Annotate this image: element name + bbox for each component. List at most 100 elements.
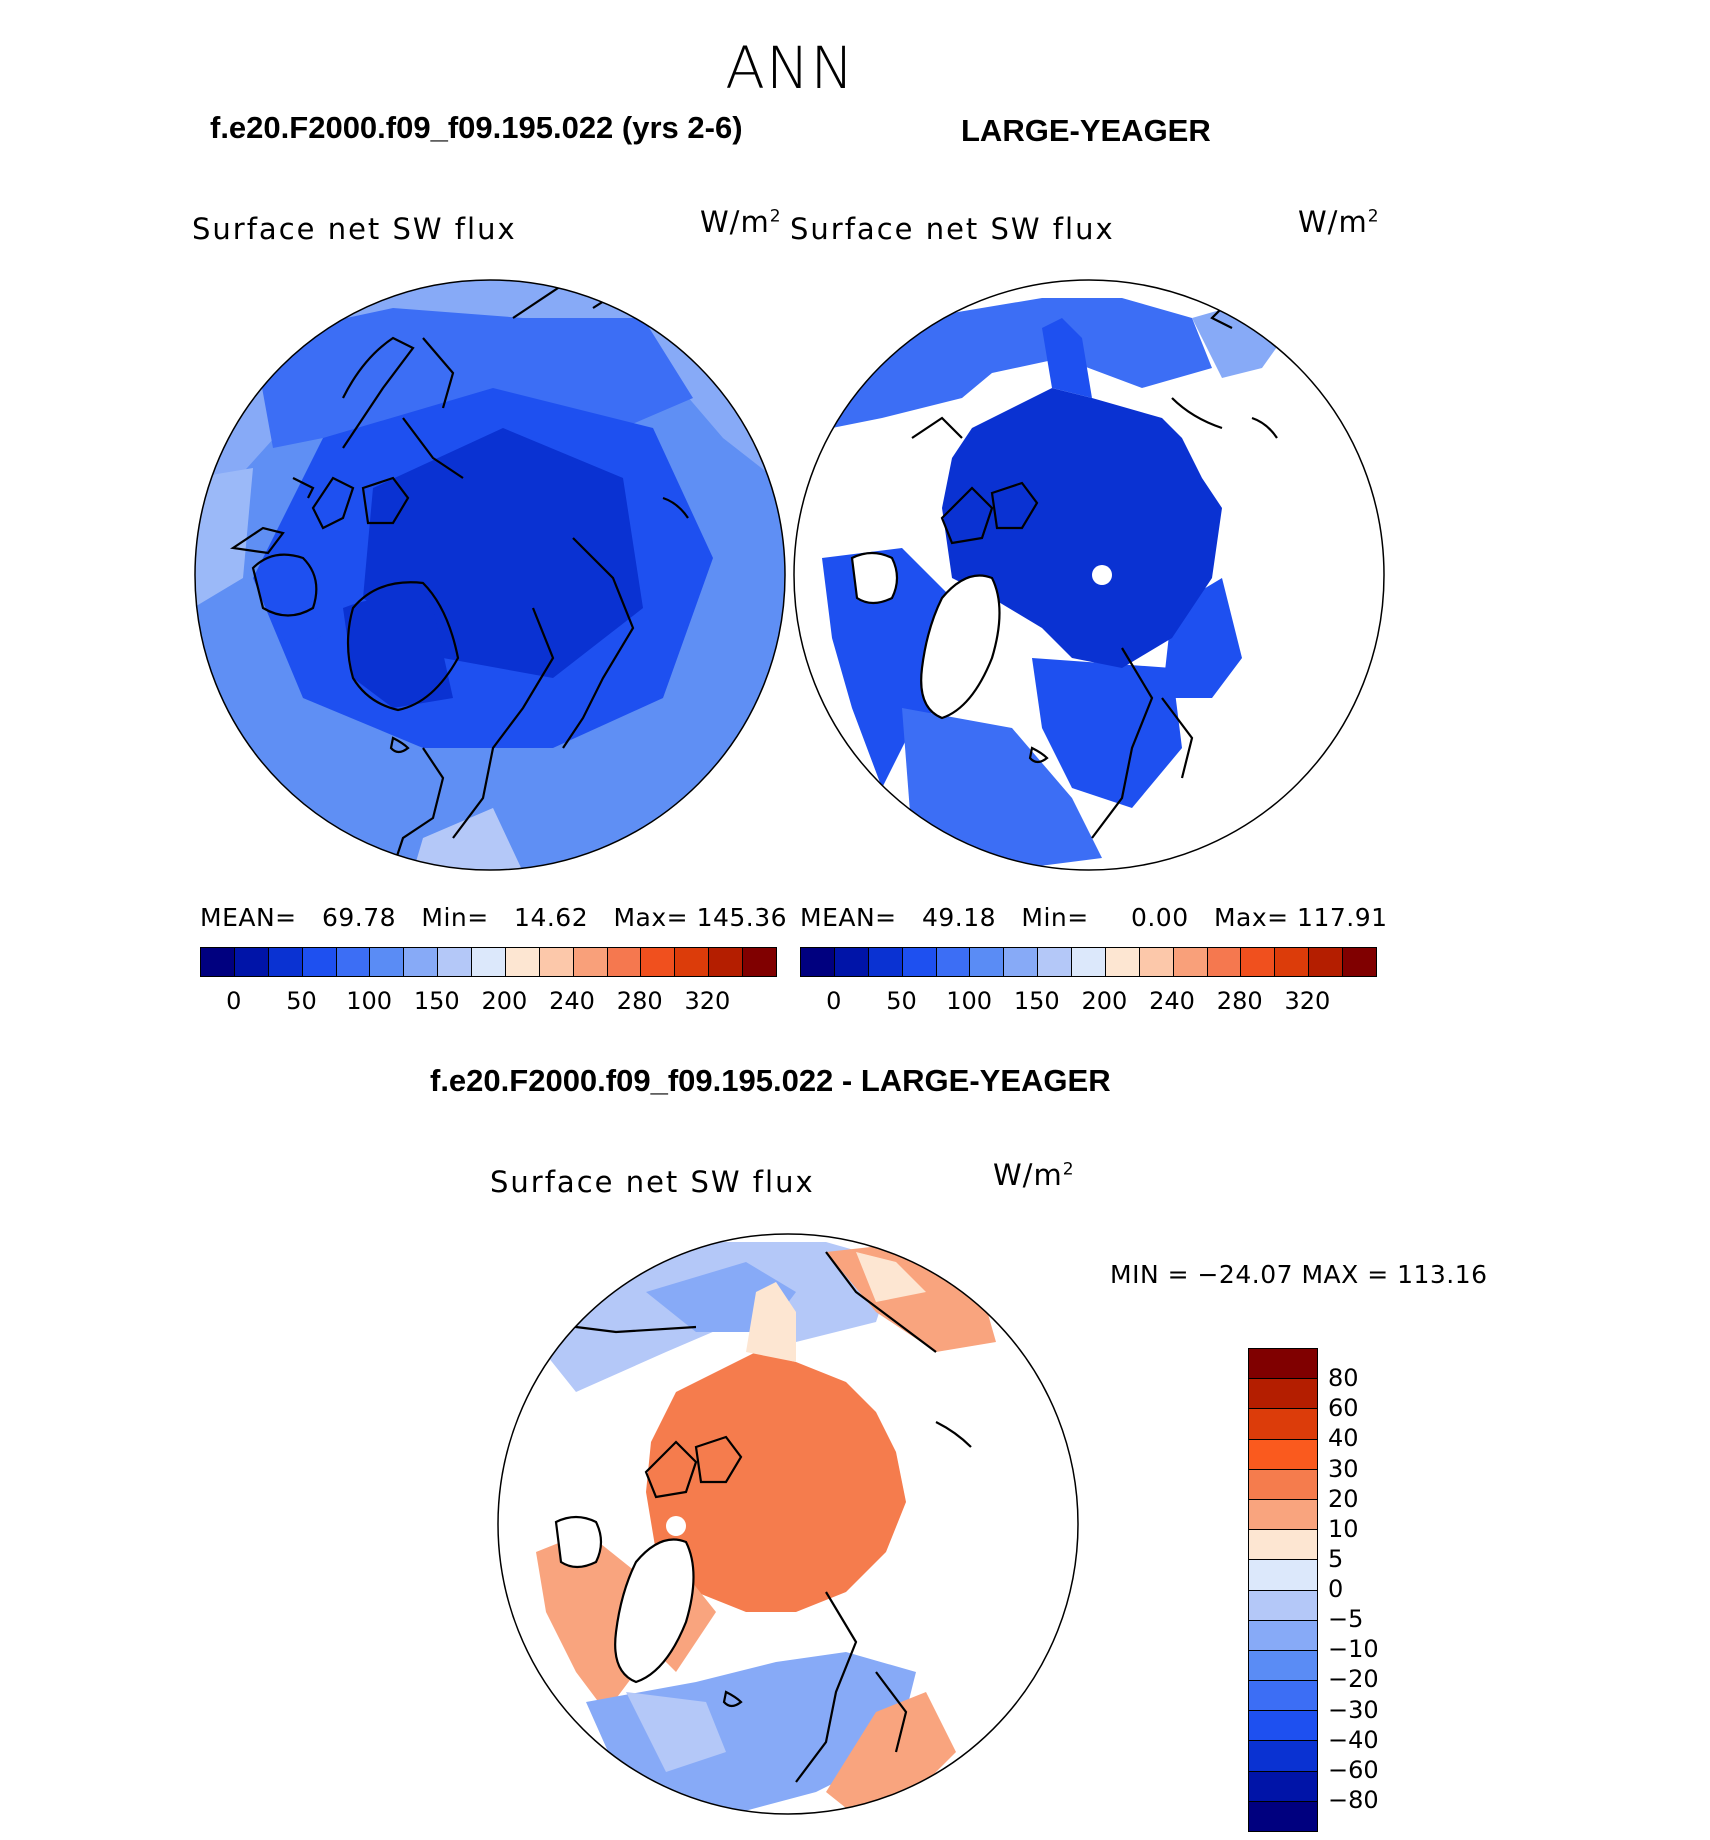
colorbar-tick-label: 150 [1013, 987, 1060, 1015]
main-title: ANN [725, 34, 855, 102]
colorbar-swatch [1249, 1620, 1317, 1651]
colorbar-swatch [370, 948, 405, 976]
colorbar-swatch [709, 948, 743, 976]
stat-min-label-left: Min= [421, 903, 489, 932]
colorbar-tick-label: −60 [1328, 1755, 1379, 1784]
colorbar-swatch [1249, 1650, 1317, 1682]
colorbar-tick-label: −20 [1328, 1665, 1379, 1694]
colorbar-tick-label: 10 [1328, 1514, 1359, 1543]
colorbar-difference [1248, 1348, 1318, 1832]
colorbar-swatch [1309, 948, 1343, 976]
colorbar-tick-label: 0 [826, 987, 842, 1015]
stat-min-left: 14.62 [514, 903, 589, 932]
colorbar-swatch [1249, 1590, 1317, 1621]
colorbar-swatch [607, 948, 642, 976]
colorbar-tick-label: 0 [226, 987, 242, 1015]
colorbar-swatch [1072, 948, 1106, 976]
colorbar-tick-label: 240 [549, 987, 595, 1015]
colorbar-swatch [970, 948, 1005, 976]
colorbar-swatch [1343, 948, 1376, 976]
case-title-right: LARGE-YEAGER [961, 113, 1211, 148]
colorbar-swatch [1249, 1409, 1317, 1440]
colorbar-swatch [1249, 1379, 1317, 1410]
stats-left: MEAN= 69.78 Min= 14.62 Max= 145.36 [200, 903, 787, 932]
stat-min-label-right: Min= [1021, 903, 1089, 932]
diff-min-max: MIN = −24.07 MAX = 113.16 [1110, 1260, 1488, 1289]
stat-mean-label-left: MEAN= [200, 903, 297, 932]
units-diff: W/m2 [993, 1158, 1074, 1192]
colorbar-swatch [936, 948, 971, 976]
stat-max-label-left: Max= [613, 903, 689, 932]
colorbar-swatch [404, 948, 439, 976]
difference-title: f.e20.F2000.f09_f09.195.022 - LARGE-YEAG… [430, 1063, 1111, 1098]
variable-title-right: Surface net SW flux [790, 212, 1115, 246]
colorbar-swatch [1249, 1499, 1317, 1531]
stat-max-label-right: Max= [1213, 903, 1289, 932]
colorbar-tick-label: 60 [1328, 1394, 1359, 1423]
colorbar-swatch [1038, 948, 1072, 976]
colorbar-swatch [868, 948, 903, 976]
colorbar-tick-label: 80 [1328, 1364, 1359, 1393]
colorbar-swatch [743, 948, 776, 976]
case-title-left: f.e20.F2000.f09_f09.195.022 (yrs 2-6) [210, 110, 743, 145]
colorbar-labels-right: 0 50 100 150 200 240 280 320 [800, 987, 1375, 1017]
colorbar-swatch [1249, 1771, 1317, 1802]
colorbar-swatch [1249, 1439, 1317, 1470]
colorbar-tick-label: −80 [1328, 1785, 1379, 1814]
colorbar-swatch [1249, 1349, 1317, 1380]
colorbar-tick-label: −10 [1328, 1635, 1379, 1664]
colorbar-tick-label: 100 [946, 987, 993, 1015]
colorbar-swatch [539, 948, 574, 976]
colorbar-tick-label: 240 [1149, 987, 1195, 1015]
colorbar-swatch [234, 948, 269, 976]
colorbar-tick-label: 5 [1328, 1544, 1344, 1573]
colorbar-swatch [268, 948, 303, 976]
colorbar-tick-label: 50 [886, 987, 917, 1015]
units-left: W/m2 [700, 205, 781, 239]
colorbar-right [800, 947, 1377, 977]
colorbar-tick-label: 200 [1081, 987, 1128, 1015]
colorbar-tick-label: −30 [1328, 1695, 1379, 1724]
colorbar-tick-label: 20 [1328, 1484, 1359, 1513]
colorbar-swatch [1249, 1469, 1317, 1500]
colorbar-tick-label: 100 [346, 987, 393, 1015]
colorbar-swatch [902, 948, 937, 976]
stat-min-right: 0.00 [1130, 903, 1189, 932]
colorbar-swatch [505, 948, 540, 976]
variable-title-diff: Surface net SW flux [490, 1165, 815, 1199]
polar-map-difference [497, 1233, 1079, 1815]
colorbar-swatch [1105, 948, 1140, 976]
colorbar-tick-label: −5 [1328, 1605, 1364, 1634]
colorbar-tick-label: 280 [616, 987, 663, 1015]
colorbar-swatch [573, 948, 608, 976]
colorbar-labels-difference: 80 60 40 30 20 10 5 0 −5 −10 −20 −30 −40 −60 −80 [1328, 1348, 1408, 1830]
colorbar-swatch [302, 948, 337, 976]
colorbar-swatch [1249, 1530, 1317, 1561]
colorbar-tick-label: 150 [413, 987, 460, 1015]
colorbar-tick-label: 50 [286, 987, 317, 1015]
colorbar-left [200, 947, 777, 977]
colorbar-tick-label: −40 [1328, 1725, 1379, 1754]
polar-map-left [194, 279, 786, 871]
colorbar-tick-label: 320 [1284, 987, 1331, 1015]
colorbar-swatch [201, 948, 235, 976]
units-right: W/m2 [1298, 205, 1379, 239]
colorbar-tick-label: 320 [684, 987, 731, 1015]
colorbar-swatch [1249, 1560, 1317, 1591]
colorbar-tick-label: 280 [1216, 987, 1263, 1015]
stat-mean-left: 69.78 [321, 903, 397, 932]
colorbar-swatch [472, 948, 506, 976]
colorbar-swatch [1173, 948, 1208, 976]
colorbar-swatch [1004, 948, 1039, 976]
colorbar-tick-label: 30 [1328, 1454, 1359, 1483]
colorbar-labels-left: 0 50 100 150 200 240 280 320 [200, 987, 775, 1017]
colorbar-swatch [641, 948, 676, 976]
variable-title-left: Surface net SW flux [192, 212, 517, 246]
stats-right: MEAN= 49.18 Min= 0.00 Max= 117.91 [800, 903, 1388, 932]
stat-mean-label-right: MEAN= [800, 903, 897, 932]
stat-max-right: 117.91 [1297, 903, 1388, 932]
colorbar-swatch [1275, 948, 1310, 976]
colorbar-swatch [834, 948, 869, 976]
stat-mean-right: 49.18 [921, 903, 997, 932]
polar-map-right [793, 279, 1385, 871]
